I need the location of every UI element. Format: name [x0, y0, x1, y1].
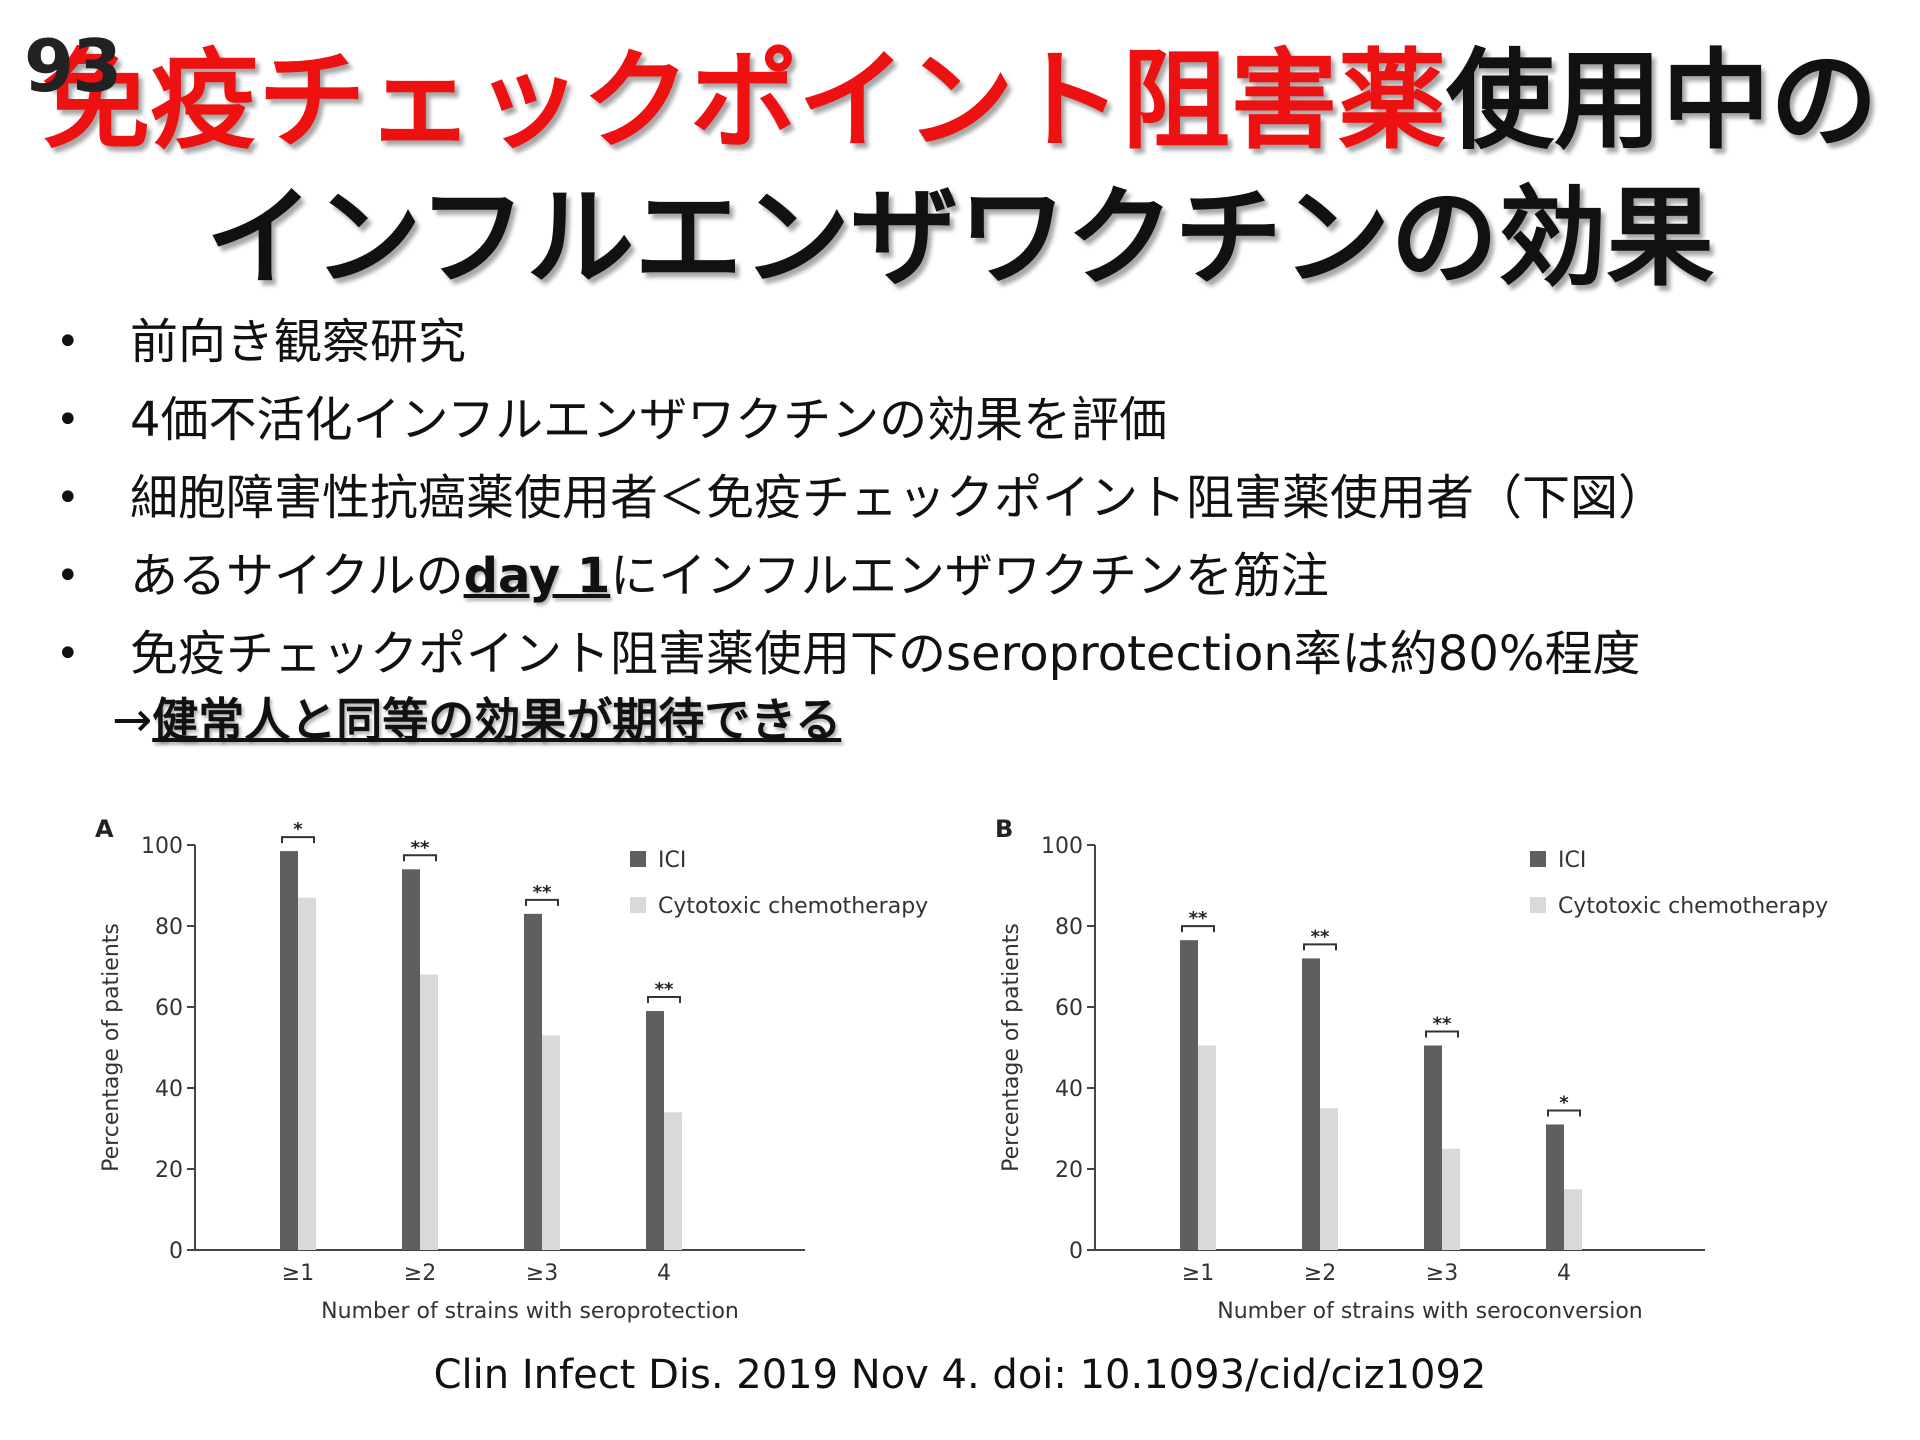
y-axis-label: Percentage of patients — [99, 923, 124, 1172]
legend-label: ICI — [658, 848, 686, 873]
bullet-item: • 4価不活化インフルエンザワクチンの効果を評価 — [56, 381, 1916, 459]
bullet-text-post: にインフルエンザワクチンを筋注 — [610, 548, 1329, 604]
significance-mark: ** — [533, 882, 552, 903]
x-tick-label: 4 — [1557, 1261, 1571, 1286]
legend-label: ICI — [1558, 848, 1586, 873]
y-tick-label: 40 — [155, 1077, 183, 1102]
bullet-item: • 前向き観察研究 — [56, 303, 1916, 381]
bullet-text: 4価不活化インフルエンザワクチンの効果を評価 — [130, 392, 1168, 448]
slide-number: 93 — [24, 24, 122, 108]
y-tick-label: 0 — [169, 1239, 183, 1264]
bullet-text: 免疫チェックポイント阻害薬使用下のseroprotection率は約80%程度 — [130, 626, 1641, 682]
chart-panel-b: B 0 20 40 60 80 100 Percentage of patients ** ≥1 *… — [985, 805, 1885, 1355]
bar-ici — [1180, 940, 1198, 1250]
significance-bracket — [1547, 1109, 1581, 1117]
panel-label: A — [95, 815, 114, 843]
bar-chart-b: B 0 20 40 60 80 100 Percentage of patients ** ≥1 *… — [995, 815, 1828, 1324]
x-tick-label: ≥2 — [404, 1261, 436, 1286]
y-tick-label: 80 — [155, 915, 183, 940]
bar-ici — [1302, 958, 1320, 1250]
conclusion-text: 健常人と同等の効果が期待できる — [152, 693, 842, 747]
bar-chart-a: A 0 20 40 60 80 100 Percentage of patients * ≥1 **… — [95, 815, 928, 1324]
y-tick-label: 60 — [155, 996, 183, 1021]
x-tick-label: ≥1 — [1182, 1261, 1214, 1286]
x-axis-label: Number of strains with seroconversion — [1217, 1299, 1642, 1324]
title-highlight: 免疫チェックポイント阻害薬 — [41, 39, 1446, 164]
y-tick-label: 20 — [155, 1158, 183, 1183]
legend-swatch — [1530, 897, 1546, 913]
y-tick-label: 0 — [1069, 1239, 1083, 1264]
significance-mark: ** — [411, 837, 430, 858]
citation: Clin Infect Dis. 2019 Nov 4. doi: 10.109… — [433, 1352, 1487, 1398]
x-axis-label: Number of strains with seroprotection — [321, 1299, 739, 1324]
bullet-glyph: • — [56, 475, 80, 521]
bullet-text: 前向き観察研究 — [130, 314, 467, 370]
bar-chemo — [298, 897, 316, 1250]
slide-title-line-2: インフルエンザワクチンの効果 — [205, 176, 1715, 301]
significance-mark: * — [293, 819, 303, 840]
bar-ici — [524, 913, 542, 1250]
x-tick-label: ≥2 — [1304, 1261, 1336, 1286]
chart-panel-a: A 0 20 40 60 80 100 Percentage of patients * ≥1 **… — [85, 805, 985, 1355]
significance-mark: ** — [1189, 908, 1208, 929]
bar-chemo — [664, 1112, 682, 1250]
legend-label: Cytotoxic chemotherapy — [658, 894, 928, 919]
conclusion: →健常人と同等の効果が期待できる — [112, 690, 841, 750]
legend-swatch — [630, 897, 646, 913]
y-tick-label: 100 — [1041, 834, 1083, 859]
x-tick-label: 4 — [657, 1261, 671, 1286]
bullet-item: • あるサイクルのday 1にインフルエンザワクチンを筋注 — [56, 537, 1916, 615]
bullet-item: • 免疫チェックポイント阻害薬使用下のseroprotection率は約80%程度 — [56, 615, 1916, 693]
legend-swatch — [630, 851, 646, 867]
bar-chemo — [1198, 1045, 1216, 1250]
significance-mark: ** — [655, 979, 674, 1000]
x-tick-label: ≥3 — [526, 1261, 558, 1286]
y-tick-label: 60 — [1055, 996, 1083, 1021]
y-tick-label: 80 — [1055, 915, 1083, 940]
bar-ici — [1424, 1045, 1442, 1250]
arrow-icon: → — [112, 692, 153, 748]
bar-chemo — [420, 974, 438, 1250]
bullet-glyph: • — [56, 397, 80, 443]
significance-mark: ** — [1311, 926, 1330, 947]
significance-bracket — [525, 898, 559, 906]
bar-ici — [1546, 1124, 1564, 1250]
significance-mark: ** — [1433, 1013, 1452, 1034]
title-text: 使用中の — [1446, 39, 1879, 164]
bullet-glyph: • — [56, 319, 80, 365]
panel-label: B — [995, 815, 1013, 843]
bar-ici — [646, 1011, 664, 1250]
x-tick-label: ≥3 — [1426, 1261, 1458, 1286]
significance-bracket — [1303, 943, 1337, 951]
bullet-glyph: • — [56, 631, 80, 677]
bullet-list: • 前向き観察研究 • 4価不活化インフルエンザワクチンの効果を評価 • 細胞障害性抗… — [56, 303, 1916, 693]
y-tick-label: 20 — [1055, 1158, 1083, 1183]
bar-chemo — [1320, 1108, 1338, 1250]
bar-chemo — [542, 1035, 560, 1250]
bullet-item: • 細胞障害性抗癌薬使用者＜免疫チェックポイント阻害薬使用者（下図） — [56, 459, 1916, 537]
bar-ici — [280, 851, 298, 1250]
bullet-text-emphasis: day 1 — [463, 548, 611, 604]
y-axis-label: Percentage of patients — [999, 923, 1024, 1172]
legend-label: Cytotoxic chemotherapy — [1558, 894, 1828, 919]
bar-chemo — [1564, 1189, 1582, 1250]
significance-bracket — [1181, 925, 1215, 933]
slide-title-line-1: 免疫チェックポイント阻害薬使用中の — [0, 48, 1920, 156]
significance-mark: * — [1559, 1092, 1569, 1113]
bullet-text-pre: あるサイクルの — [130, 548, 464, 604]
x-tick-label: ≥1 — [282, 1261, 314, 1286]
y-tick-label: 100 — [141, 834, 183, 859]
bar-ici — [402, 869, 420, 1250]
bullet-text: 細胞障害性抗癌薬使用者＜免疫チェックポイント阻害薬使用者（下図） — [130, 470, 1667, 526]
y-tick-label: 40 — [1055, 1077, 1083, 1102]
significance-bracket — [1425, 1030, 1459, 1038]
legend-swatch — [1530, 851, 1546, 867]
bar-chemo — [1442, 1148, 1460, 1250]
significance-bracket — [647, 996, 681, 1004]
significance-bracket — [281, 836, 315, 844]
bullet-glyph: • — [56, 553, 80, 599]
significance-bracket — [403, 854, 437, 862]
